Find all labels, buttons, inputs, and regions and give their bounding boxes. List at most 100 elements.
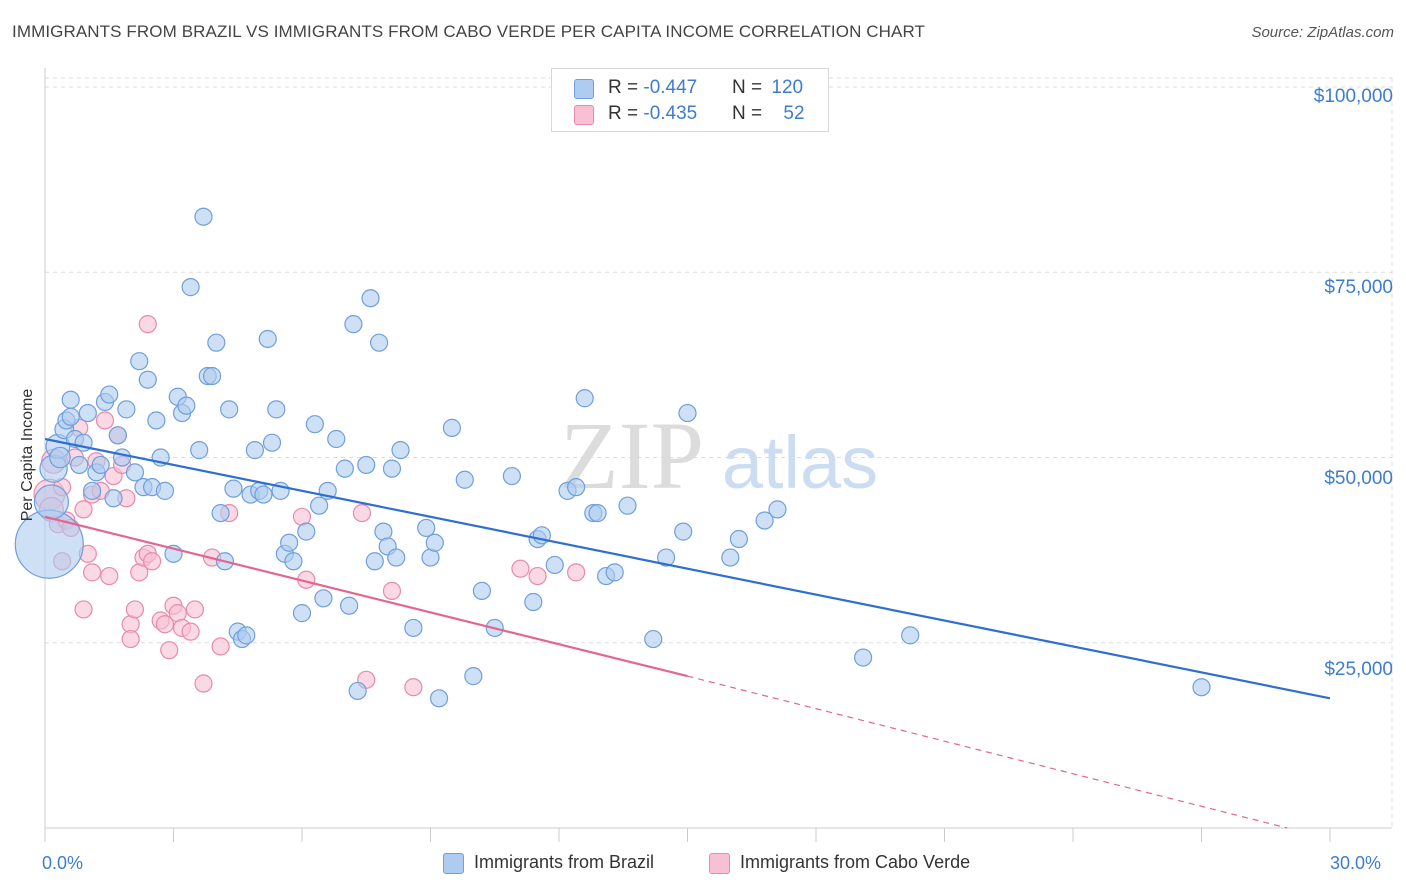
cabo-verde-point bbox=[125, 600, 145, 619]
brazil-point bbox=[61, 390, 80, 409]
brazil-point bbox=[181, 278, 200, 297]
cabo-verde-point bbox=[511, 559, 530, 578]
brazil-point bbox=[202, 366, 222, 386]
brazil-point bbox=[361, 289, 380, 308]
brazil-point bbox=[370, 333, 389, 352]
cabo-verde-point bbox=[181, 622, 200, 641]
brazil-point bbox=[464, 667, 483, 686]
brazil-point bbox=[33, 484, 70, 520]
legend-n-value-brazil: 120 bbox=[771, 77, 804, 98]
brazil-point bbox=[618, 496, 637, 515]
legend-n-label: N = bbox=[732, 103, 768, 124]
brazil-point bbox=[425, 533, 444, 552]
brazil-point bbox=[340, 596, 359, 615]
cabo-verde-point bbox=[95, 411, 115, 430]
brazil-point bbox=[327, 429, 346, 449]
brazil-point bbox=[297, 522, 316, 541]
brazil-point bbox=[224, 479, 243, 498]
brazil-point bbox=[656, 548, 676, 567]
brazil-point bbox=[335, 459, 354, 478]
watermark-atlas: atlas bbox=[722, 421, 878, 504]
gridlines bbox=[45, 77, 1393, 828]
brazil-point bbox=[70, 455, 89, 475]
brazil-point bbox=[83, 481, 102, 500]
brazil-point bbox=[567, 478, 586, 497]
cabo-verde-point bbox=[83, 563, 102, 582]
brazil-point bbox=[575, 389, 594, 408]
brazil-point bbox=[429, 689, 449, 708]
brazil-point bbox=[404, 618, 423, 638]
brazil-point bbox=[147, 411, 166, 430]
cabo-verde-point bbox=[142, 552, 162, 571]
brazil-points bbox=[14, 207, 1211, 708]
brazil-point bbox=[91, 455, 110, 475]
axes bbox=[44, 68, 1392, 842]
brazil-point bbox=[125, 463, 145, 482]
brazil-point bbox=[417, 518, 436, 538]
x-tick-min: 0.0% bbox=[42, 853, 84, 873]
brazil-point bbox=[854, 648, 873, 667]
brazil-point bbox=[292, 604, 312, 623]
cabo-verde-point bbox=[528, 566, 547, 586]
brazil-point bbox=[644, 629, 663, 649]
cabo-verde-point bbox=[567, 563, 586, 582]
brazil-point bbox=[472, 581, 491, 600]
cabo-verde-point bbox=[155, 615, 175, 634]
brazil-point bbox=[729, 529, 749, 549]
cabo-verde-point bbox=[404, 678, 423, 697]
brazil-point bbox=[108, 426, 127, 445]
brazil-point bbox=[768, 500, 787, 519]
brazil-point bbox=[901, 626, 920, 645]
brazil-point bbox=[117, 400, 136, 419]
cabo-verde-point bbox=[211, 637, 230, 656]
brazil-point bbox=[104, 489, 123, 508]
brazil-point bbox=[674, 522, 693, 541]
brazil-point bbox=[254, 485, 273, 504]
legend-r-value-cabo-verde: -0.435 bbox=[643, 103, 698, 124]
brazil-point bbox=[524, 592, 543, 612]
y-tick-75000: $75,000 bbox=[1324, 277, 1393, 298]
y-tick-100000: $100,000 bbox=[1313, 86, 1393, 107]
brazil-point bbox=[357, 455, 376, 475]
brazil-point bbox=[61, 407, 80, 426]
brazil-point bbox=[455, 470, 474, 489]
cabo-verde-point bbox=[121, 629, 140, 649]
brazil-point bbox=[177, 396, 196, 415]
y-tick-25000: $25,000 bbox=[1324, 659, 1393, 680]
trend-line-cabo-verde-extension bbox=[687, 675, 1288, 829]
legend-swatch-brazil bbox=[574, 79, 594, 99]
cabo-verde-point bbox=[74, 600, 93, 619]
trend-line-brazil bbox=[44, 437, 1331, 700]
brazil-point bbox=[190, 441, 209, 460]
cabo-verde-point bbox=[194, 674, 213, 693]
brazil-point bbox=[588, 503, 607, 523]
brazil-point bbox=[258, 329, 277, 349]
brazil-point bbox=[211, 503, 230, 523]
brazil-point bbox=[721, 548, 740, 567]
brazil-point bbox=[605, 563, 624, 582]
brazil-point bbox=[49, 446, 71, 469]
brazil-point bbox=[100, 385, 119, 404]
brazil-point bbox=[237, 626, 256, 645]
brazil-point bbox=[391, 441, 410, 460]
cabo-verde-point bbox=[185, 600, 205, 619]
bottom-legend-swatch-cabo-verde bbox=[709, 853, 730, 874]
brazil-point bbox=[314, 589, 333, 608]
brazil-point bbox=[262, 433, 282, 452]
brazil-point bbox=[267, 400, 286, 419]
brazil-point bbox=[502, 466, 521, 486]
y-axis-label: Per Capita Income bbox=[19, 388, 36, 522]
brazil-point bbox=[130, 352, 149, 371]
brazil-point bbox=[220, 400, 239, 419]
brazil-point bbox=[678, 403, 697, 423]
brazil-point bbox=[305, 415, 324, 434]
brazil-point bbox=[382, 459, 402, 478]
cabo-verde-point bbox=[382, 581, 402, 600]
cabo-verde-point bbox=[160, 641, 179, 660]
brazil-point bbox=[155, 481, 175, 500]
bottom-legend-label-brazil: Immigrants from Brazil bbox=[474, 852, 655, 872]
y-tick-50000: $50,000 bbox=[1324, 468, 1393, 489]
brazil-point bbox=[284, 552, 303, 571]
stats-legend: R = -0.447 N = 120 R = -0.435 N = 52 bbox=[551, 68, 829, 132]
cabo-verde-point bbox=[100, 566, 119, 586]
